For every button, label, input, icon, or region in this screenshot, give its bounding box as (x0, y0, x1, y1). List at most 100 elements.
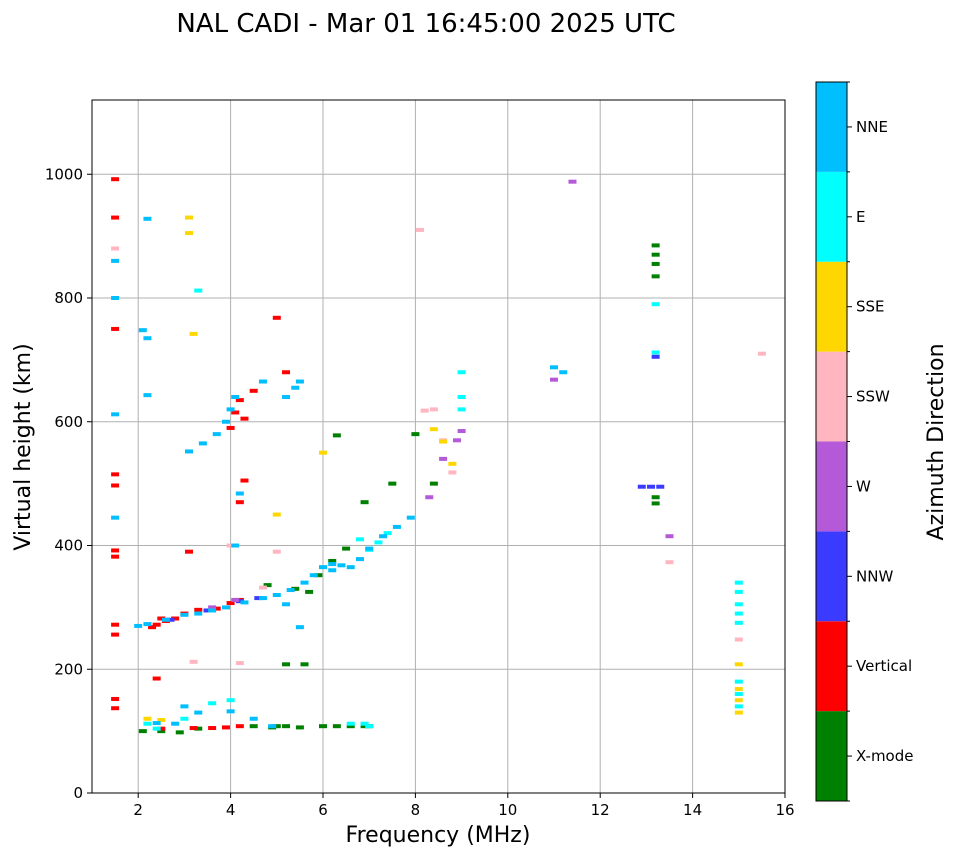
data-point-x-mode (282, 724, 291, 729)
data-point-x-mode (194, 726, 203, 731)
data-point-nne (180, 704, 189, 709)
data-point-nne (379, 534, 388, 539)
data-point-w (439, 456, 448, 461)
colorbar-segment (816, 621, 847, 712)
data-point-nne (143, 336, 152, 341)
data-point-nne (208, 608, 217, 613)
y-tick-label: 400 (54, 537, 83, 555)
data-point-nne (185, 449, 194, 454)
data-point-nne (194, 710, 203, 715)
data-point-nne (337, 563, 346, 568)
data-point-nnw (647, 484, 656, 489)
data-point-x-mode (342, 546, 351, 551)
colorbar-tick-label: Vertical (856, 657, 912, 675)
data-point-nne (235, 491, 244, 496)
data-point-e (152, 726, 161, 731)
data-point-ssw (665, 560, 674, 565)
data-point-nne (282, 602, 291, 607)
data-point-nne (249, 716, 258, 721)
y-tick-label: 0 (73, 784, 83, 802)
data-point-e (374, 540, 383, 545)
data-point-x-mode (388, 481, 397, 486)
data-point-nne (194, 611, 203, 616)
data-point-nne (286, 588, 295, 593)
data-point-vertical (240, 478, 249, 483)
data-point-sse (185, 215, 194, 220)
x-tick-label: 8 (411, 801, 421, 819)
data-point-nnw (651, 354, 660, 359)
data-point-nne (111, 258, 120, 263)
data-point-nne (143, 622, 152, 627)
data-point-x-mode (360, 724, 369, 729)
data-point-nne (258, 596, 267, 601)
x-tick-label: 6 (318, 801, 328, 819)
data-point-nne (171, 721, 180, 726)
data-point-nnw (166, 617, 175, 622)
data-point-vertical (235, 724, 244, 729)
data-point-nnw (235, 599, 244, 604)
x-axis-ticks: 2 4 6 8 10 12 14 16 (133, 793, 795, 819)
data-point-w (457, 429, 466, 434)
data-point-sse (429, 427, 438, 432)
x-tick-label: 14 (683, 801, 702, 819)
data-point-ssw (420, 408, 429, 413)
data-point-sse (734, 687, 743, 692)
x-tick-label: 12 (591, 801, 610, 819)
data-point-vertical (231, 410, 240, 415)
data-point-vertical (249, 388, 258, 393)
data-point-ssw (189, 659, 198, 664)
data-point-vertical (111, 622, 120, 627)
colorbar-segment (816, 171, 847, 262)
data-point-nne (212, 432, 221, 437)
data-point-nne (161, 617, 170, 622)
data-point-ssw (448, 470, 457, 475)
data-point-nnw (254, 596, 263, 601)
data-point-vertical (152, 622, 161, 627)
data-point-vertical (240, 416, 249, 421)
data-point-vertical (282, 370, 291, 375)
data-point-w (208, 605, 217, 610)
data-point-nne (365, 546, 374, 551)
data-point-ssw (272, 549, 281, 554)
data-point-x-mode (282, 662, 291, 667)
data-point-nne (309, 573, 318, 578)
data-point-nne (143, 393, 152, 398)
data-point-x-mode (157, 729, 166, 734)
data-point-nne (268, 724, 277, 729)
data-point-w (550, 377, 558, 382)
colorbar-tick-label: X-mode (856, 747, 913, 765)
data-point-vertical (157, 616, 166, 621)
data-point-vertical (235, 398, 244, 403)
data-point-nne (355, 557, 364, 562)
data-point-vertical (111, 483, 120, 488)
colorbar-tick-label: NNE (856, 118, 888, 136)
data-point-x-mode (360, 500, 369, 505)
data-point-nne (550, 365, 558, 370)
data-point-ssw (734, 637, 743, 642)
data-point-nne (134, 623, 143, 628)
data-point-nne (346, 565, 355, 570)
colorbar-tick-label: E (856, 208, 865, 226)
data-points (111, 177, 766, 735)
data-point-vertical (111, 548, 120, 553)
data-point-nne (291, 385, 300, 390)
data-point-e (346, 721, 355, 726)
data-point-sse (734, 698, 743, 703)
data-point-nnw (203, 608, 212, 613)
data-point-e (734, 679, 743, 684)
data-point-nne (295, 379, 304, 384)
data-point-x-mode (411, 432, 420, 437)
colorbar-tick-label: SSE (856, 298, 885, 316)
data-point-vertical (226, 601, 235, 606)
data-point-sse (143, 716, 152, 721)
data-point-w (425, 495, 434, 500)
data-point-sse (319, 450, 327, 455)
data-point-ssw (429, 407, 438, 412)
x-tick-label: 10 (498, 801, 517, 819)
data-point-vertical (111, 706, 120, 711)
data-point-x-mode (175, 730, 184, 735)
data-point-nne (272, 593, 281, 597)
data-point-sse (157, 717, 166, 722)
data-point-x-mode (429, 481, 438, 486)
data-point-e (360, 721, 369, 726)
